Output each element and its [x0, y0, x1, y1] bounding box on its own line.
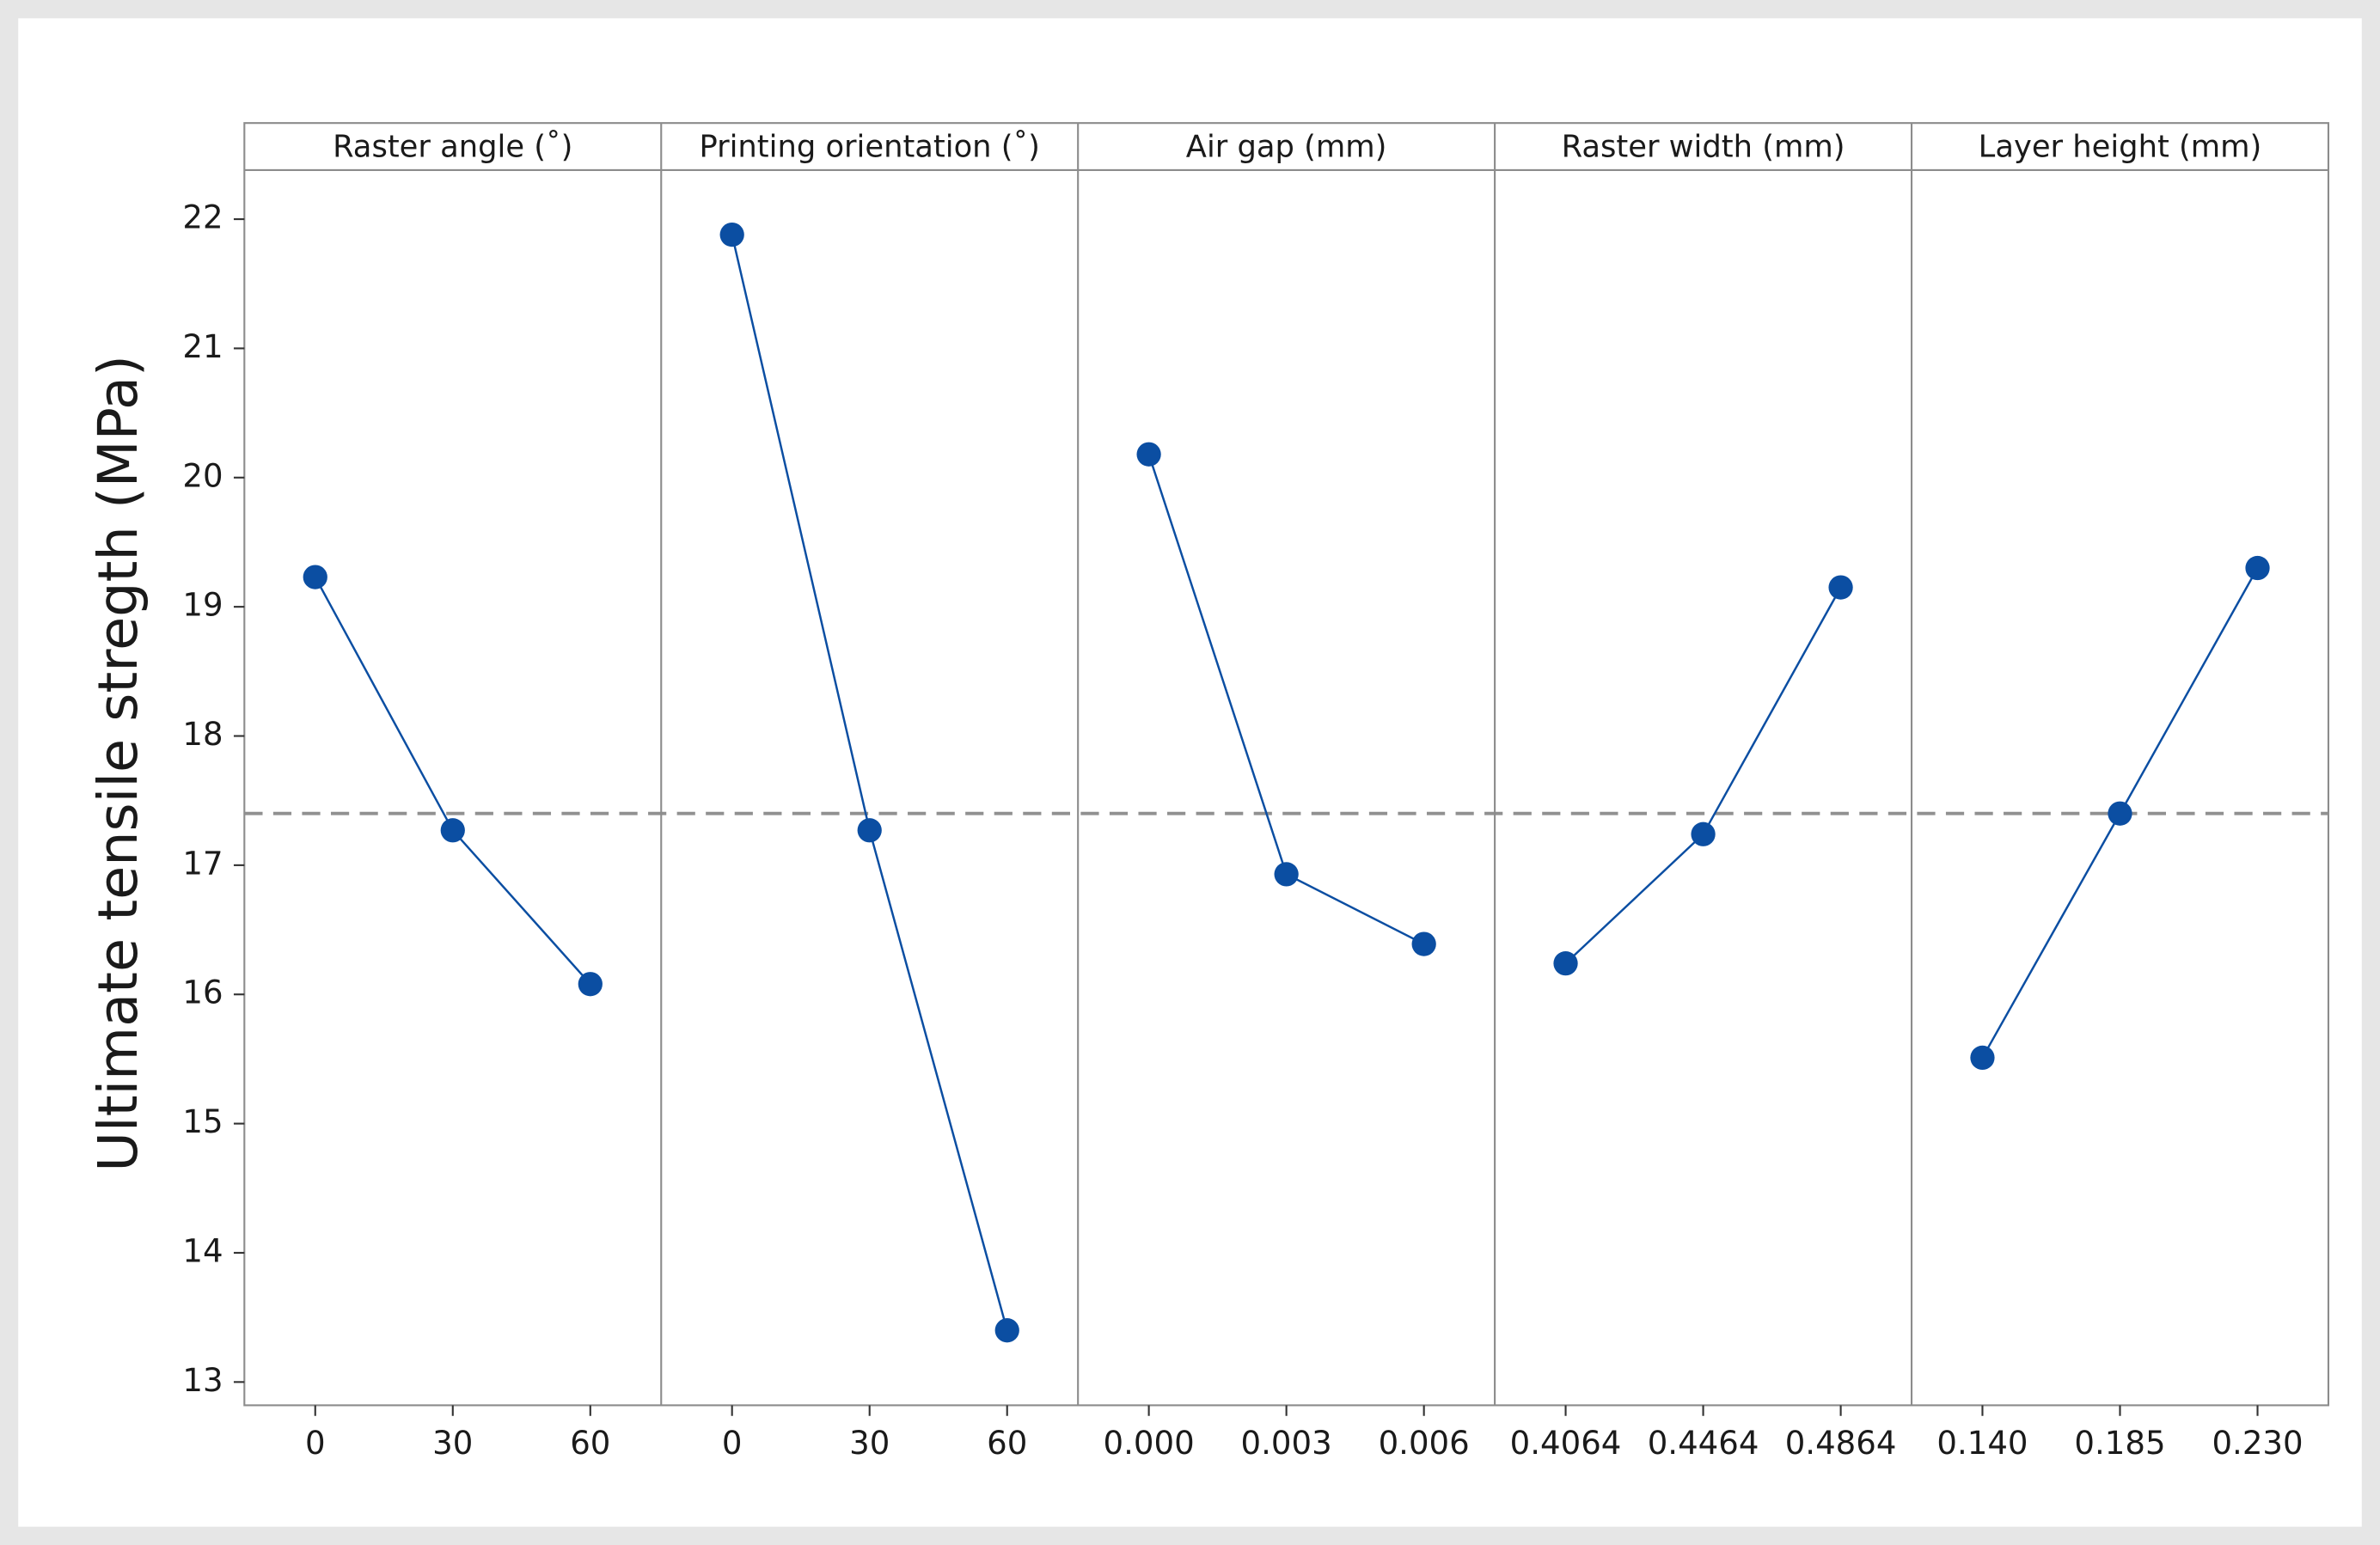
point	[1828, 575, 1853, 600]
point	[1411, 931, 1436, 956]
point	[1553, 951, 1578, 976]
y-tick-label: 20	[182, 457, 223, 494]
point	[1274, 862, 1299, 887]
y-tick-label: 15	[182, 1103, 223, 1140]
y-tick-label: 16	[182, 974, 223, 1011]
point	[857, 818, 882, 843]
x-tick-label: 0.185	[2074, 1425, 2165, 1462]
x-tick-label: 0.4864	[1785, 1425, 1897, 1462]
x-tick-label: 0	[722, 1425, 743, 1462]
x-tick-label: 0.006	[1379, 1425, 1470, 1462]
x-tick-label: 60	[987, 1425, 1027, 1462]
panel-title: Air gap (mm)	[1186, 129, 1387, 164]
panel-title: Raster angle (˚)	[333, 129, 572, 164]
x-tick-label: 60	[570, 1425, 610, 1462]
x-tick-label: 0.000	[1104, 1425, 1195, 1462]
chart-area	[18, 18, 2362, 1527]
x-tick-label: 30	[432, 1425, 473, 1462]
y-tick-label: 17	[182, 845, 223, 882]
point	[1970, 1045, 1995, 1071]
y-axis-label: Ultimate tensile stregth (MPa)	[86, 355, 150, 1171]
point	[1691, 821, 1716, 846]
y-tick-label: 14	[182, 1232, 223, 1269]
point	[994, 1318, 1019, 1343]
x-tick-label: 0.4064	[1510, 1425, 1622, 1462]
x-tick-label: 30	[849, 1425, 890, 1462]
panel-title: Raster width (mm)	[1562, 129, 1845, 164]
x-tick-label: 0.003	[1241, 1425, 1332, 1462]
x-tick-label: 0.140	[1936, 1425, 2028, 1462]
panel-title: Printing orientation (˚)	[699, 129, 1040, 164]
panel-title: Layer height (mm)	[1979, 129, 2262, 164]
x-tick-label: 0.4464	[1648, 1425, 1759, 1462]
point	[719, 222, 744, 247]
point	[440, 818, 465, 843]
y-tick-label: 21	[182, 328, 223, 365]
y-tick-label: 13	[182, 1362, 223, 1399]
point	[1136, 442, 1161, 467]
y-tick-label: 19	[182, 587, 223, 624]
x-tick-label: 0	[305, 1425, 326, 1462]
point	[2245, 555, 2270, 581]
point	[578, 972, 603, 997]
y-tick-label: 22	[182, 199, 223, 236]
point	[2108, 801, 2132, 826]
y-tick-label: 18	[182, 716, 223, 753]
x-tick-label: 0.230	[2212, 1425, 2303, 1462]
point	[303, 565, 327, 589]
